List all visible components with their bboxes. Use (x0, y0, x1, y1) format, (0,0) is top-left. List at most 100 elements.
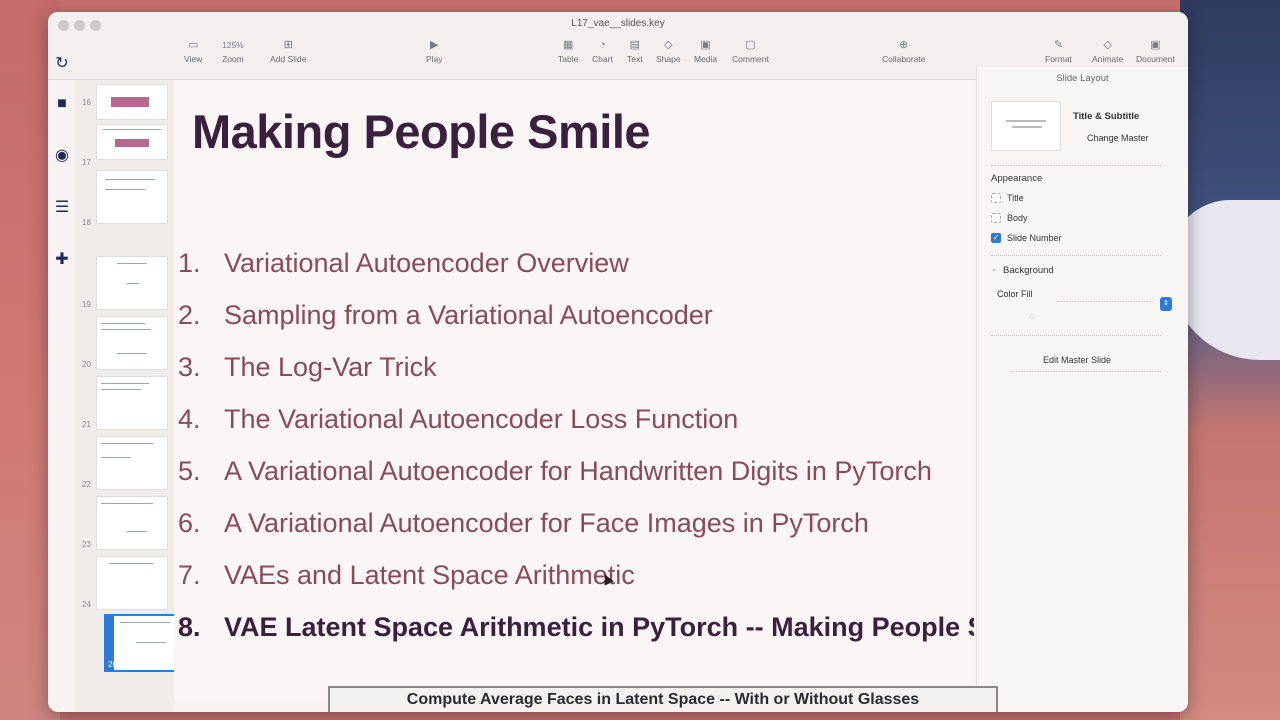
title-checkbox[interactable] (991, 193, 1001, 203)
chevron-down-icon[interactable]: ⌄ (991, 266, 997, 273)
chart-label: Chart (592, 54, 613, 64)
dropdown-stepper-icon[interactable]: ⇕ (1160, 297, 1172, 311)
thumbnail-line (101, 329, 151, 330)
change-master-button[interactable]: Change Master (1087, 133, 1149, 143)
collaborate-button[interactable]: ⊕ Collaborate (882, 38, 925, 64)
outline-item[interactable]: 6. A Variational Autoencoder for Face Ima… (178, 508, 974, 560)
slide-thumbnail[interactable] (96, 436, 168, 490)
slide-thumbnail[interactable] (96, 256, 168, 310)
thumbnail-line (120, 622, 170, 623)
slide-number: 23 (82, 540, 91, 549)
table-button[interactable]: ▦ Table (558, 38, 578, 64)
keynote-window: L17_vae__slides.key ▭ View 125% Zoom ⊞ A… (48, 12, 1188, 712)
thumbnail-line (101, 323, 145, 324)
thumbnail-line (105, 189, 145, 190)
table-icon: ▦ (562, 39, 574, 51)
slide-thumbnail[interactable] (96, 496, 168, 550)
slide-number: 26 (108, 660, 117, 669)
add-slide-icon: ⊞ (283, 39, 293, 51)
desktop-background-right (1180, 0, 1280, 720)
item-number: 7. (178, 560, 201, 590)
slide-thumbnail[interactable] (96, 170, 168, 224)
list-icon[interactable]: ☰ (54, 199, 70, 216)
animate-button[interactable]: ◇ Animate (1092, 38, 1123, 64)
chart-icon: ◔ (599, 39, 606, 51)
play-label: Play (426, 54, 443, 64)
slide-thumbnail[interactable] (96, 84, 168, 120)
outline-item-current[interactable]: 8. VAE Latent Space Arithmetic in PyTorch… (178, 612, 974, 664)
slide-number-option-label: Slide Number (1007, 233, 1062, 243)
format-button[interactable]: ✎ Format (1045, 38, 1072, 64)
media-icon: ▣ (700, 39, 711, 51)
outline-item[interactable]: 5. A Variational Autoencoder for Handwrit… (178, 456, 974, 508)
thumbnail-line (101, 457, 131, 458)
comment-button[interactable]: ▢ Comment (732, 38, 769, 64)
paintbrush-icon: ✎ (1053, 39, 1064, 51)
color-fill-dropdown[interactable]: Color Fill (997, 289, 1033, 299)
zoom-window-button[interactable] (90, 20, 101, 31)
divider (1011, 371, 1161, 372)
comment-label: Comment (732, 54, 769, 64)
presenter-notes[interactable]: Compute Average Faces in Latent Space --… (328, 686, 998, 712)
text-label: Text (627, 54, 643, 64)
item-number: 3. (178, 352, 201, 382)
minimize-window-button[interactable] (74, 20, 85, 31)
puzzle-icon[interactable]: ✚ (55, 251, 69, 268)
shape-button[interactable]: ◇ Shape (656, 38, 681, 64)
shape-icon: ◇ (664, 39, 673, 51)
chart-button[interactable]: ◔ Chart (592, 38, 613, 64)
item-number: 8. (178, 612, 201, 642)
media-label: Media (694, 54, 718, 64)
slide-number-checkbox[interactable]: ✓ (991, 233, 1001, 243)
text-button[interactable]: ▤ Text (627, 38, 643, 64)
divider (991, 165, 1161, 166)
add-slide-button[interactable]: ⊞ Add Slide (270, 38, 306, 64)
animate-label: Animate (1092, 54, 1124, 64)
thumbnail-line (109, 563, 153, 564)
document-button[interactable]: ▣ Document (1136, 38, 1175, 64)
thumbnail-line (117, 353, 147, 354)
media-button[interactable]: ▣ Media (694, 38, 717, 64)
slide-thumbnail[interactable] (96, 124, 168, 160)
item-number: 6. (178, 508, 201, 538)
color-well-icon[interactable]: ◌ (1029, 311, 1035, 322)
inspector-panel: Slide Layout Title & Subtitle Change Mas… (976, 67, 1188, 712)
folder-icon[interactable]: ■ (57, 95, 67, 112)
item-text: A Variational Autoencoder for Handwritte… (224, 456, 932, 486)
outline-item[interactable]: 1. Variational Autoencoder Overview (178, 248, 974, 300)
edit-master-slide-button[interactable]: Edit Master Slide (1043, 355, 1112, 365)
dropdown-underline (1057, 301, 1153, 302)
play-button[interactable]: ▶ Play (426, 38, 443, 64)
record-icon[interactable]: ◉ (55, 147, 69, 164)
slide-navigator[interactable]: 16 17 18 19 20 21 22 (74, 80, 196, 712)
outline-item[interactable]: 4. The Variational Autoencoder Loss Funct… (178, 404, 974, 456)
slide-number: 18 (82, 218, 91, 227)
item-text: The Log-Var Trick (224, 352, 437, 382)
close-window-button[interactable] (58, 20, 69, 31)
thumbnail-line (127, 283, 139, 284)
slide-number: 17 (82, 158, 91, 167)
outline-item[interactable]: 3. The Log-Var Trick (178, 352, 974, 404)
slide-canvas[interactable]: Making People Smile 1. Variational Autoen… (174, 80, 974, 700)
slide-thumbnail[interactable] (96, 316, 168, 370)
zoom-button[interactable]: 125% Zoom (222, 38, 244, 64)
slide-thumbnail[interactable] (96, 376, 168, 430)
thumbnail-line (101, 383, 149, 384)
outline-item[interactable]: 2. Sampling from a Variational Autoencode… (178, 300, 974, 352)
slide-thumbnail[interactable] (96, 556, 168, 610)
outline-item[interactable]: 7. VAEs and Latent Space Arithmetic (178, 560, 974, 612)
body-checkbox[interactable] (991, 213, 1001, 223)
slide-title[interactable]: Making People Smile (192, 105, 651, 158)
layout-thumbnail[interactable] (991, 101, 1061, 151)
side-dock: ↻ ■ ◉ ☰ ✚ (50, 55, 74, 285)
appearance-heading: Appearance (991, 173, 1043, 184)
slide-number: 16 (82, 98, 91, 107)
view-button[interactable]: ▭ View (184, 38, 202, 64)
table-label: Table (558, 54, 579, 64)
thumbnail-line (136, 642, 166, 643)
thumbnail-line (105, 179, 155, 180)
slide-number: 22 (82, 480, 91, 489)
presenter-notes-text: Compute Average Faces in Latent Space --… (406, 691, 920, 708)
refresh-icon[interactable]: ↻ (55, 55, 69, 72)
outline-list[interactable]: 1. Variational Autoencoder Overview 2. Sam… (178, 248, 974, 664)
